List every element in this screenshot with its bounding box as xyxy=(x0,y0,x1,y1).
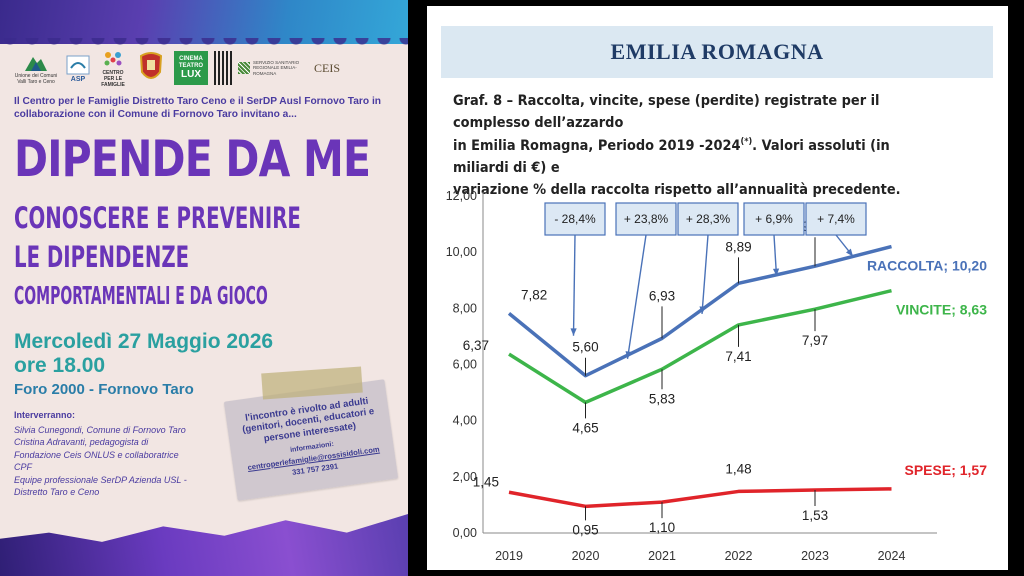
series-end-label: RACCOLTA; 10,20 xyxy=(867,258,987,274)
annotation-label: + 23,8% xyxy=(624,212,669,226)
speaker-line: Fondazione Ceis ONLUS e collaboratrice xyxy=(14,449,179,460)
caption-line-3: variazione % della raccolta rispetto all… xyxy=(453,182,901,199)
event-date: Mercoledì 27 Maggio 2026 xyxy=(14,330,274,353)
series-line-raccolta xyxy=(507,244,892,378)
annotation-arrow xyxy=(701,234,709,315)
poster-subtitle-3: COMPORTAMENTALI E DA GIOCO xyxy=(14,281,268,310)
speaker-line: Silvia Cunegondi, Comune di Fornovo Taro xyxy=(14,425,186,435)
stripes-logo xyxy=(214,51,232,85)
y-tick-label: 2,00 xyxy=(453,470,477,484)
arrow-head xyxy=(570,328,577,336)
data-label: 7,41 xyxy=(725,349,751,364)
annotation-box xyxy=(743,202,805,236)
data-label: 1,10 xyxy=(649,520,675,535)
y-tick-label: 4,00 xyxy=(453,414,477,428)
centro-famiglie-logo: CENTRO PER LE FAMIGLIE xyxy=(98,48,128,88)
x-tick-label: 2024 xyxy=(878,549,906,563)
speaker-line: Distretto Taro e Ceno xyxy=(14,487,100,498)
family-icon xyxy=(104,52,122,66)
speaker-line: Equipe professionale SerDP Azienda USL - xyxy=(14,474,187,485)
info-note: l'incontro è rivolto ad adulti (genitori… xyxy=(223,379,399,501)
data-label: 7,97 xyxy=(802,333,828,348)
poster-bottom-brush xyxy=(0,514,408,576)
series-line-vincite xyxy=(508,288,892,405)
event-time: ore 18.00 xyxy=(14,354,106,377)
series-end-label: SPESE; 1,57 xyxy=(905,462,988,478)
series-end-label: VINCITE; 8,63 xyxy=(896,302,987,318)
annotation-box xyxy=(677,202,739,236)
y-tick-label: 0,00 xyxy=(453,526,477,540)
mountain-icon xyxy=(25,57,47,71)
event-place: Foro 2000 - Fornovo Taro xyxy=(14,381,194,398)
poster-subtitle-2: LE DIPENDENZE xyxy=(14,240,190,274)
y-tick-label: 12,00 xyxy=(446,189,477,203)
speaker-line: Cristina Adravanti, pedagogista di xyxy=(14,437,149,448)
data-label: 1,48 xyxy=(725,461,751,476)
crest-icon xyxy=(139,52,163,79)
y-tick-label: 10,00 xyxy=(446,245,477,259)
x-tick-label: 2022 xyxy=(725,549,753,563)
speaker-line: CPF xyxy=(14,462,32,473)
poster-top-brush xyxy=(0,0,408,52)
poster-intro: Il Centro per le Famiglie Distretto Taro… xyxy=(14,96,381,121)
annotation-arrow xyxy=(626,234,647,359)
y-tick-label: 8,00 xyxy=(453,301,477,315)
chart-caption: Graf. 8 – Raccolta, vincite, spese (perd… xyxy=(453,90,939,202)
annotation-box xyxy=(615,202,677,236)
data-label: 4,65 xyxy=(572,420,598,435)
poster-title: DIPENDE DA ME xyxy=(14,130,371,188)
unione-logo: Unione dei Comuni Valli Taro e Ceno xyxy=(14,48,58,88)
caption-line-1: Graf. 8 – Raccolta, vincite, spese (perd… xyxy=(453,93,880,132)
x-tick-label: 2023 xyxy=(801,549,829,563)
data-label: 1,45 xyxy=(473,474,499,489)
ceis-logo: CEIS xyxy=(314,60,341,75)
event-poster: Unione dei Comuni Valli Taro e Ceno ASP … xyxy=(0,0,408,576)
arrow-head xyxy=(772,268,780,277)
ssr-mark-icon xyxy=(238,61,250,74)
caption-line-2: in Emilia Romagna, Periodo 2019 -2024(*)… xyxy=(453,136,890,176)
poster-subtitle-1: CONOSCERE E PREVENIRE xyxy=(14,201,301,235)
annotation-label: + 7,4% xyxy=(817,212,855,226)
annotation-box xyxy=(805,202,867,236)
series-line-spese xyxy=(508,487,892,509)
data-label: 6,93 xyxy=(649,288,675,303)
data-label: 1,53 xyxy=(802,508,828,523)
speakers-list: Silvia Cunegondi, Comune di Fornovo Taro… xyxy=(14,424,229,498)
x-tick-label: 2019 xyxy=(495,549,523,563)
annotation-box xyxy=(544,202,606,236)
servizio-sanitario-logo: SERVIZIO SANITARIO REGIONALE EMILIA-ROMA… xyxy=(238,60,308,76)
asp-mark-icon xyxy=(66,55,90,74)
cinema-lux-logo: CINEMA TEATRO LUX xyxy=(174,51,208,85)
speakers-heading: Interverranno: xyxy=(14,410,76,420)
x-tick-label: 2020 xyxy=(572,549,600,563)
arrow-head xyxy=(625,351,632,359)
annotation-label: - 28,4% xyxy=(554,212,596,226)
data-label: 0,95 xyxy=(572,522,598,537)
arrow-head xyxy=(845,248,853,257)
annotation-arrow xyxy=(572,234,576,336)
annotation-label: + 6,9% xyxy=(755,212,793,226)
annotation-label: + 28,3% xyxy=(686,212,731,226)
data-label: 6,37 xyxy=(463,338,489,353)
data-label: 5,83 xyxy=(649,391,675,406)
region-banner: EMILIA ROMAGNA xyxy=(441,26,993,78)
x-tick-label: 2021 xyxy=(648,549,676,563)
report-page: EMILIA ROMAGNA Graf. 8 – Raccolta, vinci… xyxy=(427,6,1008,570)
logo-row: Unione dei Comuni Valli Taro e Ceno ASP … xyxy=(14,44,402,92)
arrow-head xyxy=(699,306,706,314)
comune-crest-logo xyxy=(134,48,168,88)
line-chart: 0,00 2,00 4,00 6,00 8,00 10,00 12,00 2019 2020 20… xyxy=(446,189,988,563)
asp-logo: ASP xyxy=(64,48,92,88)
y-tick-label: 6,00 xyxy=(453,358,477,372)
data-label: 7,82 xyxy=(521,287,547,302)
data-label: 8,89 xyxy=(725,239,751,254)
data-label: 5,60 xyxy=(572,340,598,355)
